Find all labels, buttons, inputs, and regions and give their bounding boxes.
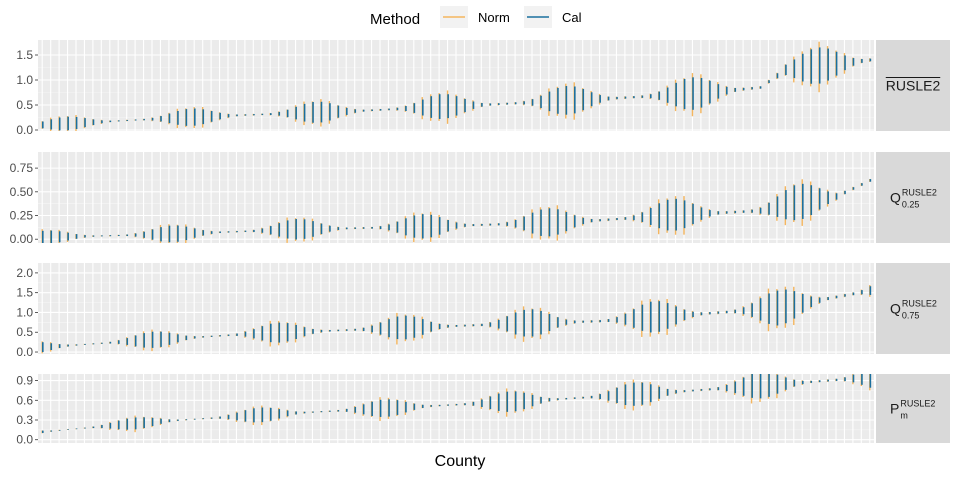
x-axis-title: County bbox=[435, 453, 486, 470]
y-tick-label: 1.0 bbox=[16, 305, 33, 319]
strip-superscript: RUSLE2 bbox=[900, 399, 935, 409]
y-tick-label: 0.25 bbox=[10, 209, 34, 223]
strip-label: Q bbox=[890, 190, 901, 206]
y-tick-label: 0.5 bbox=[16, 98, 33, 112]
y-tick-label: 0.00 bbox=[10, 232, 34, 246]
legend-label-cal: Cal bbox=[562, 10, 582, 25]
y-tick-label: 1.0 bbox=[16, 73, 33, 87]
strip-superscript: RUSLE2 bbox=[902, 188, 937, 198]
y-tick-label: 1.5 bbox=[16, 48, 33, 62]
legend-title: Method bbox=[370, 11, 420, 28]
panel-1: 0.0 0.5 1.0 1.5 RUSLE2 bbox=[16, 40, 950, 137]
strip-label: P bbox=[890, 401, 899, 417]
facet-strip bbox=[876, 263, 950, 354]
y-tick-label: 0.0 bbox=[16, 345, 33, 359]
strip-label: Q bbox=[890, 301, 901, 317]
facet-strip bbox=[876, 152, 950, 243]
y-tick-label: 0.75 bbox=[10, 161, 34, 175]
strip-subscript: 0.25 bbox=[902, 200, 920, 210]
y-tick-label: 0.0 bbox=[16, 433, 33, 447]
strip-label: RUSLE2 bbox=[886, 78, 941, 94]
y-tick-label: 0.50 bbox=[10, 185, 34, 199]
y-tick-label: 0.9 bbox=[16, 374, 33, 388]
y-tick-label: 0.5 bbox=[16, 325, 33, 339]
legend: Method Norm Cal bbox=[370, 6, 582, 28]
legend-label-norm: Norm bbox=[478, 10, 510, 25]
strip-superscript: RUSLE2 bbox=[902, 299, 937, 309]
y-tick-label: 0.3 bbox=[16, 413, 33, 427]
panel-3: 0.0 0.5 1.0 1.5 2.0 Q RUSLE2 0.75 bbox=[16, 263, 950, 359]
panel-4: 0.0 0.3 0.6 0.9 P RUSLE2 m bbox=[16, 374, 950, 447]
y-tick-label: 1.5 bbox=[16, 286, 33, 300]
facet-strip bbox=[876, 40, 950, 131]
y-tick-label: 2.0 bbox=[16, 266, 33, 280]
facet-strip bbox=[876, 374, 950, 443]
strip-subscript: 0.75 bbox=[902, 311, 920, 321]
panel-2: 0.00 0.25 0.50 0.75 Q RUSLE2 0.25 bbox=[10, 152, 950, 246]
y-tick-label: 0.6 bbox=[16, 393, 33, 407]
strip-subscript: m bbox=[900, 411, 908, 421]
y-tick-label: 0.0 bbox=[16, 123, 33, 137]
